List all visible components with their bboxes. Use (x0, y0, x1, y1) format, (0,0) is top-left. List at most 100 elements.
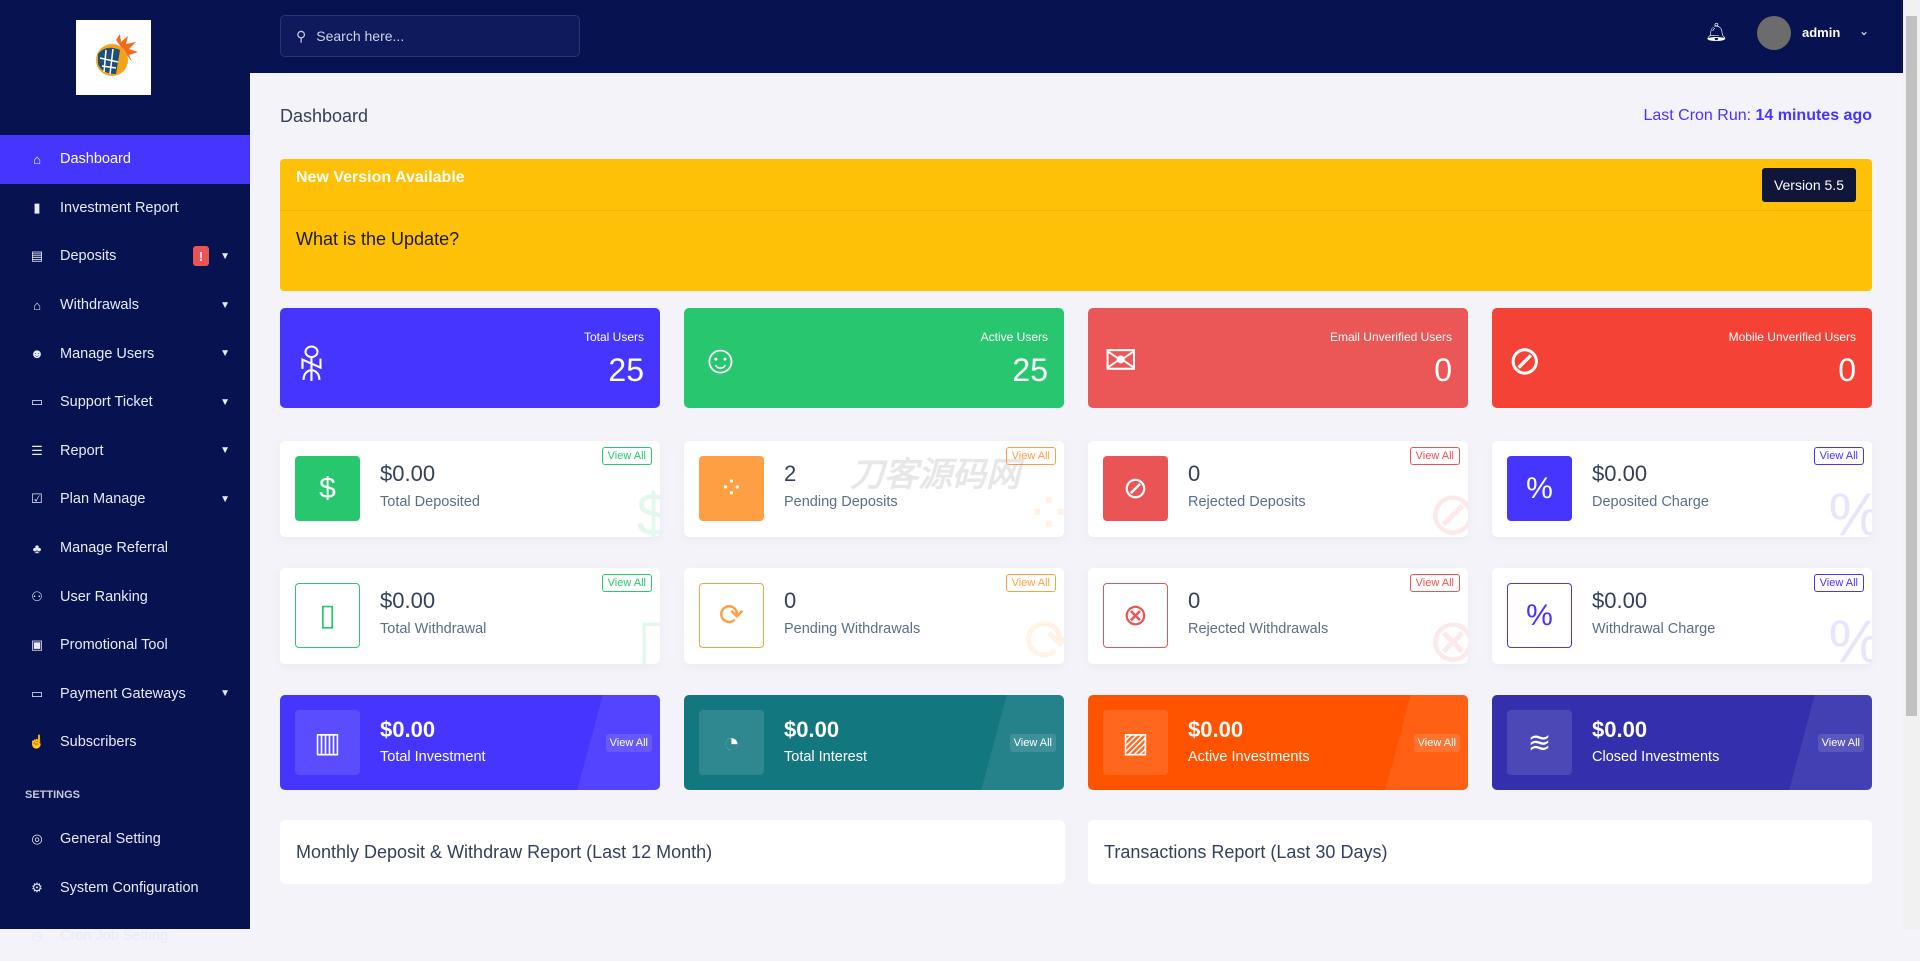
view-all-button[interactable]: View All (1413, 734, 1460, 752)
widget-value: $0.00 (380, 588, 436, 613)
sidebar-item-label: Support Ticket (60, 394, 153, 411)
widget-mobile-unverified-users[interactable]: ⊘ Mobile Unverified Users 0 (1492, 308, 1872, 408)
sidebar-item-investment-report[interactable]: ▮ Investment Report (0, 184, 250, 233)
view-all-button[interactable]: View All (1409, 574, 1460, 592)
sidebar-item-manage-users[interactable]: ☻ Manage Users ▼ (0, 329, 250, 378)
sidebar-item-label: User Ranking (60, 588, 148, 605)
sidebar-item-label: System Configuration (60, 879, 199, 896)
wave-icon: ≋ (1507, 710, 1572, 775)
user-name[interactable]: admin (1802, 25, 1841, 40)
widget-label: Rejected Deposits (1188, 494, 1306, 510)
sidebar-item-general-setting[interactable]: ◎ General Setting (0, 815, 250, 864)
view-all-button[interactable]: View All (1813, 574, 1864, 592)
widget-label: Closed Investments (1592, 749, 1720, 765)
view-all-button[interactable]: View All (1409, 447, 1460, 465)
avatar[interactable] (1757, 16, 1791, 50)
view-all-button[interactable]: View All (601, 574, 652, 592)
sidebar-item-label: Subscribers (60, 734, 137, 751)
home-icon: ⌂ (33, 151, 41, 167)
view-all-button[interactable]: View All (605, 734, 652, 752)
sidebar-item-support-ticket[interactable]: ▭ Support Ticket ▼ (0, 378, 250, 427)
ad-icon: ▣ (30, 637, 44, 653)
search-icon: ⚲ (296, 27, 307, 44)
view-all-button[interactable]: View All (1813, 447, 1864, 465)
logo[interactable] (76, 20, 151, 95)
view-all-button[interactable]: View All (601, 447, 652, 465)
medal-icon: ⚇ (31, 588, 43, 604)
sidebar-item-label: Withdrawals (60, 297, 139, 314)
search-box[interactable]: ⚲ (280, 15, 580, 57)
widget-value: 0 (784, 588, 797, 613)
logo-icon (95, 33, 138, 76)
widget-label: Pending Deposits (784, 494, 898, 510)
last-cron-run: Last Cron Run: 14 minutes ago (1643, 107, 1872, 125)
scrollbar-thumb[interactable] (1906, 16, 1917, 716)
sidebar-item-report[interactable]: ☰ Report ▼ (0, 427, 250, 476)
sidebar-item-dashboard[interactable]: ⌂ Dashboard (0, 135, 250, 184)
version-badge: Version 5.5 (1761, 168, 1856, 202)
sidebar-item-label: Payment Gateways (60, 685, 186, 702)
credit-card-icon: ▭ (30, 685, 44, 701)
life-ring-icon: ◎ (31, 831, 43, 847)
users-icon: ☻ (30, 346, 44, 362)
sidebar-item-withdrawals[interactable]: ⌂ Withdrawals ▼ (0, 281, 250, 330)
widget-label: Total Deposited (380, 494, 480, 510)
sidebar-item-subscribers[interactable]: ☝ Subscribers (0, 718, 250, 767)
widget-total-investment: ▥ $0.00 Total Investment View All (280, 695, 660, 790)
widget-label: Deposited Charge (1592, 494, 1709, 510)
sync-icon: ⟳ (1023, 607, 1064, 664)
widget-label: Total Withdrawal (380, 621, 487, 637)
chevron-down-icon: ▼ (220, 688, 230, 700)
search-input[interactable] (316, 28, 557, 44)
sidebar-item-promotional-tool[interactable]: ▣ Promotional Tool (0, 621, 250, 670)
banner-title: New Version Available (296, 169, 465, 186)
ticket-icon: ▭ (30, 394, 44, 410)
widget-value: $0.00 (1592, 588, 1648, 613)
widget-label: Total Interest (784, 749, 868, 765)
monthly-report-card: Monthly Deposit & Withdraw Report (Last … (280, 820, 1065, 884)
view-all-button[interactable]: View All (1817, 734, 1864, 752)
deposit-icon: ▤ (30, 248, 44, 264)
sidebar-item-label: Manage Referral (60, 540, 168, 557)
bank-icon: ⌂ (33, 297, 41, 313)
widget-active-users[interactable]: ☺ Active Users 25 (684, 308, 1064, 408)
widget-email-unverified-users[interactable]: ✉ Email Unverified Users 0 (1088, 308, 1468, 408)
sidebar-item-system-configuration[interactable]: ⚙ System Configuration (0, 863, 250, 912)
sidebar-item-manage-referral[interactable]: ♣ Manage Referral (0, 524, 250, 573)
widget-pending-deposits: ⁘ ⁘ 2 Pending Deposits View All (684, 441, 1064, 537)
view-all-button[interactable]: View All (1005, 447, 1056, 465)
alert-badge: ! (193, 246, 209, 267)
view-all-button[interactable]: View All (1009, 734, 1056, 752)
times-circle-icon: ⊗ (1427, 607, 1468, 664)
sidebar-item-label: Dashboard (60, 151, 131, 168)
sidebar-item-deposits[interactable]: ▤ Deposits ! ▼ (0, 232, 250, 281)
widget-label: Pending Withdrawals (784, 621, 921, 637)
hand-dollar-icon: $ (295, 456, 360, 521)
spinner-icon: ⁘ (1024, 479, 1064, 537)
chevron-down-icon[interactable]: ⌄ (1859, 24, 1870, 38)
watermark: 刀客源码网 (850, 456, 1020, 494)
sidebar-item-plan-manage[interactable]: ☑ Plan Manage ▼ (0, 475, 250, 524)
widget-value: 25 (608, 352, 644, 388)
widget-value: $0.00 (380, 717, 436, 742)
widget-total-users[interactable]: ꆜ Total Users 25 (280, 308, 660, 408)
widget-total-interest: ◔ $0.00 Total Interest View All (684, 695, 1064, 790)
banner-question: What is the Update? (296, 229, 460, 249)
widget-value: 0 (1838, 352, 1856, 388)
bell-icon[interactable]: 🔔︎ (1705, 22, 1728, 42)
tree-icon: ♣ (32, 540, 42, 556)
bar-chart-icon: ▥ (295, 710, 360, 775)
widget-value: 25 (1012, 352, 1048, 388)
sidebar-item-payment-gateways[interactable]: ▭ Payment Gateways ▼ (0, 670, 250, 719)
widget-label: Total Users (583, 330, 644, 344)
bar-chart-icon: ▮ (33, 199, 41, 215)
sidebar-item-cron-job-setting[interactable]: ◷ Cron Job Setting (0, 912, 250, 961)
ban-icon: ⊘ (1427, 480, 1468, 537)
widget-value: $0.00 (1188, 717, 1244, 742)
chevron-down-icon: ▼ (220, 445, 230, 457)
view-all-button[interactable]: View All (1005, 574, 1056, 592)
scrollbar[interactable] (1903, 0, 1920, 929)
rectangle-icon: ▯ (636, 607, 660, 664)
sidebar-item-user-ranking[interactable]: ⚇ User Ranking (0, 572, 250, 621)
transactions-report-card: Transactions Report (Last 30 Days) (1088, 820, 1872, 884)
